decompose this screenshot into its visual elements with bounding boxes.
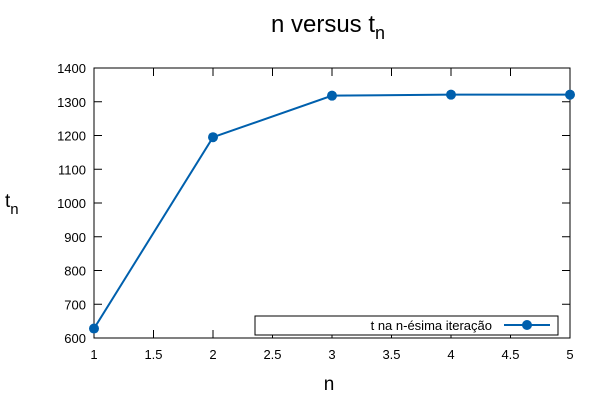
x-tick-label: 4.5 xyxy=(501,347,519,362)
y-tick-label: 1200 xyxy=(57,129,86,144)
x-tick-label: 4 xyxy=(447,347,454,362)
y-tick-label: 1000 xyxy=(57,196,86,211)
x-tick-label: 2.5 xyxy=(263,347,281,362)
legend: t na n-ésima iteração xyxy=(254,315,559,336)
data-point xyxy=(565,89,575,100)
y-axis-title-main: t xyxy=(5,191,11,212)
chart-title-main: n versus t xyxy=(271,11,375,38)
y-tick-label: 900 xyxy=(64,230,86,245)
x-tick-label: 5 xyxy=(566,347,573,362)
data-point xyxy=(327,90,337,101)
x-axis-title: n xyxy=(324,374,335,395)
x-tick-label: 1.5 xyxy=(144,347,162,362)
legend-box xyxy=(254,315,559,336)
y-tick-label: 1100 xyxy=(58,162,86,177)
y-tick-label: 1300 xyxy=(57,95,86,110)
plot-area xyxy=(93,67,571,339)
y-axis-title: tn xyxy=(5,191,19,218)
x-tick-label: 3 xyxy=(328,347,335,362)
y-tick-label: 1400 xyxy=(57,61,86,76)
legend-label: t na n-ésima iteração xyxy=(371,318,492,333)
y-axis-title-subscript: n xyxy=(10,201,18,218)
series-layer xyxy=(89,89,575,334)
data-point xyxy=(446,89,456,100)
series-line xyxy=(93,93,570,330)
y-axis: 600 700 800 900 1000 1100 1200 1300 1400 xyxy=(57,61,570,346)
x-tick-label: 3.5 xyxy=(382,347,400,362)
legend-marker-swatch xyxy=(522,320,532,330)
data-point xyxy=(208,132,218,143)
x-tick-label: 1 xyxy=(90,347,97,362)
plot-border xyxy=(93,67,571,339)
data-point xyxy=(89,323,99,334)
y-tick-label: 700 xyxy=(64,297,86,312)
x-tick-label: 2 xyxy=(209,347,216,362)
chart-title-subscript: n xyxy=(375,23,385,43)
y-tick-label: 800 xyxy=(64,264,86,279)
chart-title: n versus tn xyxy=(271,11,385,43)
y-tick-label: 600 xyxy=(64,331,86,346)
